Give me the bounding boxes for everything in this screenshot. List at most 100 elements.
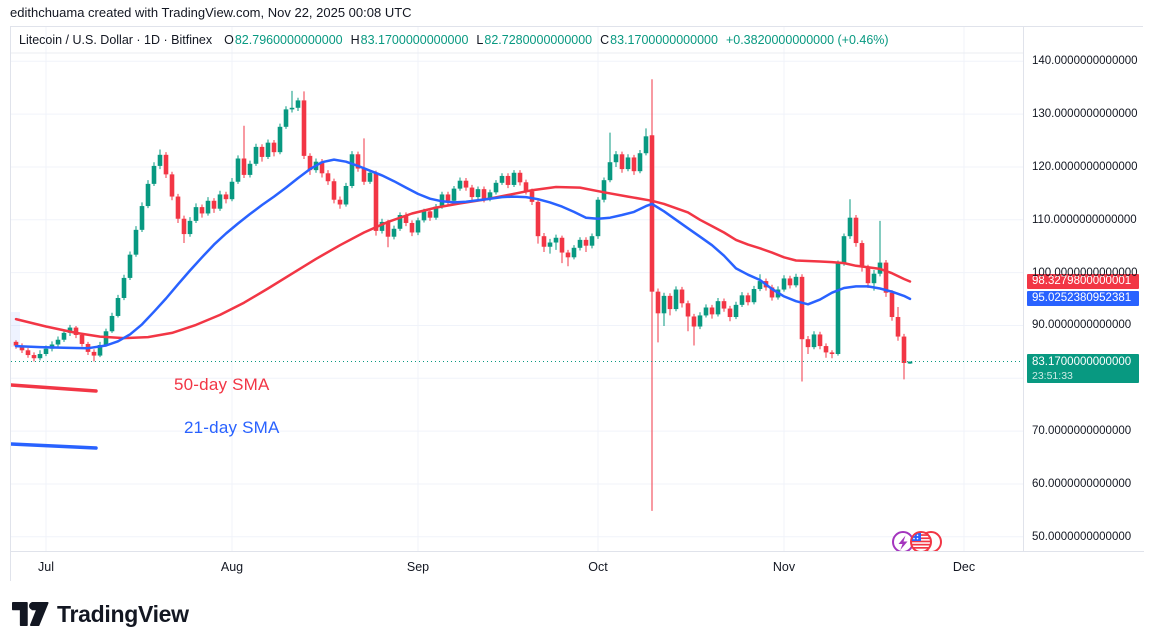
candle-body bbox=[517, 172, 523, 183]
candle-body bbox=[613, 154, 619, 163]
candle-body bbox=[139, 206, 145, 230]
sma50-annotation-label[interactable]: 50-day SMA bbox=[174, 375, 270, 394]
candle-body bbox=[691, 316, 697, 327]
ohlc-item: L 82.7280000000000 bbox=[476, 33, 592, 47]
candle-body bbox=[163, 154, 169, 175]
candle-body bbox=[355, 154, 361, 169]
candle-body bbox=[301, 100, 307, 156]
sma50-line[interactable] bbox=[14, 185, 912, 340]
candle-body bbox=[115, 297, 121, 316]
time-tick-label-jul: Jul bbox=[38, 560, 54, 574]
lightning-event-icon[interactable] bbox=[892, 531, 914, 551]
chart-widget: Litecoin / U.S. Dollar · 1D · Bitfinex O… bbox=[10, 26, 1144, 582]
time-tick-label-oct: Oct bbox=[588, 560, 608, 574]
candle-body bbox=[811, 334, 817, 348]
last-price-tag: 83.1700000000000 23:51:33 bbox=[1027, 354, 1139, 384]
candle-body bbox=[859, 243, 865, 268]
time-axis[interactable]: Jul Aug Sep Oct Nov Dec bbox=[11, 551, 1144, 582]
price-tick-label: 140.0000000000000 bbox=[1032, 55, 1138, 68]
candle-body bbox=[499, 175, 505, 183]
ohlc-value: 82.7960000000000 bbox=[234, 33, 343, 47]
candle-body bbox=[109, 315, 115, 332]
price-tick-label: 90.0000000000000 bbox=[1032, 319, 1132, 332]
candle-body bbox=[871, 273, 877, 284]
candle-body bbox=[397, 215, 403, 229]
candle-body bbox=[565, 252, 571, 258]
candle-body bbox=[475, 189, 481, 198]
candle-body bbox=[157, 154, 163, 166]
attribution-text: edithchuama created with TradingView.com… bbox=[10, 5, 412, 20]
candle-body bbox=[841, 236, 847, 264]
candle-body bbox=[457, 180, 463, 189]
candle-body bbox=[535, 201, 541, 237]
candle-body bbox=[607, 162, 613, 181]
candle-body bbox=[715, 301, 721, 315]
candle-body bbox=[25, 350, 31, 356]
candle-body bbox=[571, 247, 577, 258]
candle-body bbox=[541, 236, 547, 247]
candle-body bbox=[745, 295, 751, 303]
candle-body bbox=[373, 172, 379, 231]
tradingview-logo[interactable]: TradingView bbox=[12, 598, 189, 630]
candlestick-chart[interactable] bbox=[11, 27, 1023, 551]
tradingview-logo-icon bbox=[12, 601, 49, 627]
candle-body bbox=[553, 237, 559, 243]
price-tick-label: 50.0000000000000 bbox=[1032, 530, 1132, 543]
candle-body bbox=[37, 353, 43, 359]
candle-body bbox=[727, 308, 733, 318]
sma21-annotation-label[interactable]: 21-day SMA bbox=[184, 418, 280, 437]
event-icons bbox=[892, 531, 942, 551]
candle-body bbox=[175, 196, 181, 219]
candle-body bbox=[31, 355, 37, 359]
candle-body bbox=[295, 100, 301, 108]
session-highlight-band bbox=[11, 312, 20, 347]
candle-body bbox=[307, 155, 313, 171]
change-value: +0.3820000000000 (+0.46%) bbox=[725, 33, 889, 47]
candle-body bbox=[187, 220, 193, 235]
candle-body bbox=[271, 142, 277, 153]
ohlc-values: O 82.7960000000000 H 83.1700000000000 L 82.72… bbox=[224, 33, 718, 47]
candle-body bbox=[379, 221, 385, 231]
candle-body bbox=[319, 161, 325, 174]
candle-body bbox=[673, 289, 679, 310]
chart-pane[interactable]: Litecoin / U.S. Dollar · 1D · Bitfinex O… bbox=[11, 27, 1023, 551]
candle-body bbox=[403, 215, 409, 223]
ohlc-letter: L bbox=[476, 33, 484, 47]
candle-body bbox=[739, 295, 745, 305]
candle-body bbox=[907, 361, 913, 364]
candle-body bbox=[493, 182, 499, 193]
candle-body bbox=[559, 237, 565, 253]
sma21-annotation-line[interactable] bbox=[11, 442, 98, 450]
candle-body bbox=[223, 194, 229, 200]
candle-body bbox=[847, 217, 853, 237]
candle-body bbox=[793, 276, 799, 286]
candle-body bbox=[91, 351, 97, 356]
sma21-price-tag: 95.0252380952381 bbox=[1027, 291, 1139, 307]
price-tick-label: 70.0000000000000 bbox=[1032, 425, 1132, 438]
candle-body bbox=[643, 136, 649, 154]
candle-body bbox=[391, 228, 397, 237]
candle-body bbox=[79, 334, 85, 344]
candle-body bbox=[883, 262, 889, 293]
candle-body bbox=[523, 182, 529, 192]
candle-body bbox=[469, 187, 475, 198]
candle-body bbox=[265, 142, 271, 157]
price-axis[interactable]: 98.3279800000001 95.0252380952381 83.170… bbox=[1023, 27, 1144, 551]
candle-body bbox=[211, 200, 217, 209]
candle-body bbox=[259, 146, 265, 157]
sma50-annotation-line[interactable] bbox=[11, 383, 98, 393]
candle-body bbox=[463, 180, 469, 188]
bar-countdown: 23:51:33 bbox=[1032, 370, 1073, 383]
candle-body bbox=[625, 157, 631, 170]
candle-body bbox=[805, 339, 811, 348]
candle-body bbox=[529, 191, 535, 202]
candle-body bbox=[433, 206, 439, 218]
sma21-line[interactable] bbox=[14, 158, 912, 350]
candle-body bbox=[649, 135, 655, 292]
candle-body bbox=[589, 236, 595, 246]
candle-body bbox=[283, 109, 289, 127]
candle-body bbox=[667, 295, 673, 310]
us-flag-event-icon[interactable] bbox=[910, 531, 932, 551]
candle-body bbox=[817, 334, 823, 347]
candle-body bbox=[619, 154, 625, 170]
